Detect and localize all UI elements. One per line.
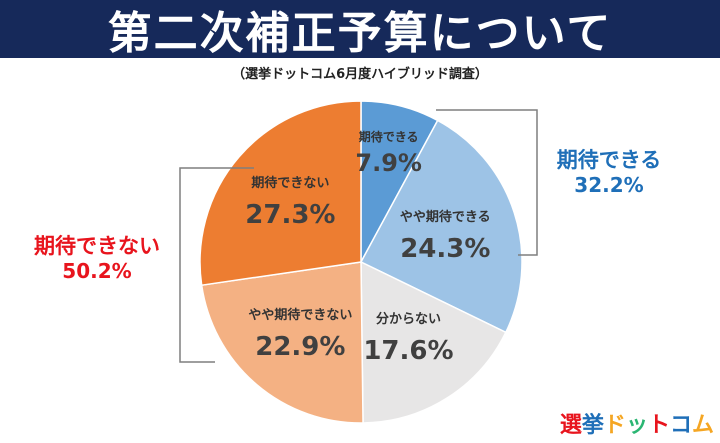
negative-group-label: 期待できない 50.2%	[22, 234, 172, 283]
slice-label-0: 期待できる	[359, 129, 419, 144]
title-banner: 第二次補正予算について	[0, 0, 720, 59]
pie-slice-3	[200, 261, 364, 424]
page-title: 第二次補正予算について	[107, 8, 613, 59]
logo-char-0: 選	[559, 413, 582, 438]
slice-value-1: 24.3%	[400, 234, 490, 264]
logo-char-3: ッ	[625, 413, 648, 438]
negative-group-percent: 50.2%	[62, 259, 132, 284]
logo-char-4: ト	[647, 413, 670, 438]
pie-slices	[199, 100, 523, 424]
pie-slice-2	[360, 260, 507, 424]
slice-value-3: 22.9%	[255, 332, 345, 362]
positive-group-percent: 32.2%	[574, 173, 644, 198]
negative-bracket	[179, 167, 254, 363]
positive-group-name: 期待できる	[556, 148, 662, 172]
slice-value-0: 7.9%	[355, 149, 422, 177]
logo-char-1: 挙	[581, 413, 604, 438]
slice-value-2: 17.6%	[363, 336, 453, 366]
slice-label-4: 期待できない	[251, 175, 329, 191]
pie-slice-1	[359, 119, 523, 334]
slice-value-4: 27.3%	[245, 200, 335, 230]
logo-char-2: ド	[603, 413, 626, 438]
positive-bracket	[436, 109, 538, 256]
survey-subtitle: （選挙ドットコム6月度ハイブリッド調査）	[232, 67, 488, 82]
logo-char-5: コ	[669, 413, 692, 438]
site-logo: 選挙ドットコム	[560, 407, 714, 439]
pie-labels: 期待できる 7.9% やや期待できる 24.3% 分からない 17.6% やや期待できない 2…	[245, 129, 490, 366]
negative-group-name: 期待できない	[34, 234, 160, 258]
slice-label-1: やや期待できる	[400, 209, 491, 225]
logo-char-6: ム	[691, 413, 714, 438]
slice-label-2: 分からない	[376, 311, 441, 327]
positive-group-label: 期待できる 32.2%	[545, 148, 673, 197]
slice-label-3: やや期待できない	[248, 307, 352, 323]
group-brackets	[179, 109, 538, 363]
pie-slice-4	[199, 100, 362, 287]
